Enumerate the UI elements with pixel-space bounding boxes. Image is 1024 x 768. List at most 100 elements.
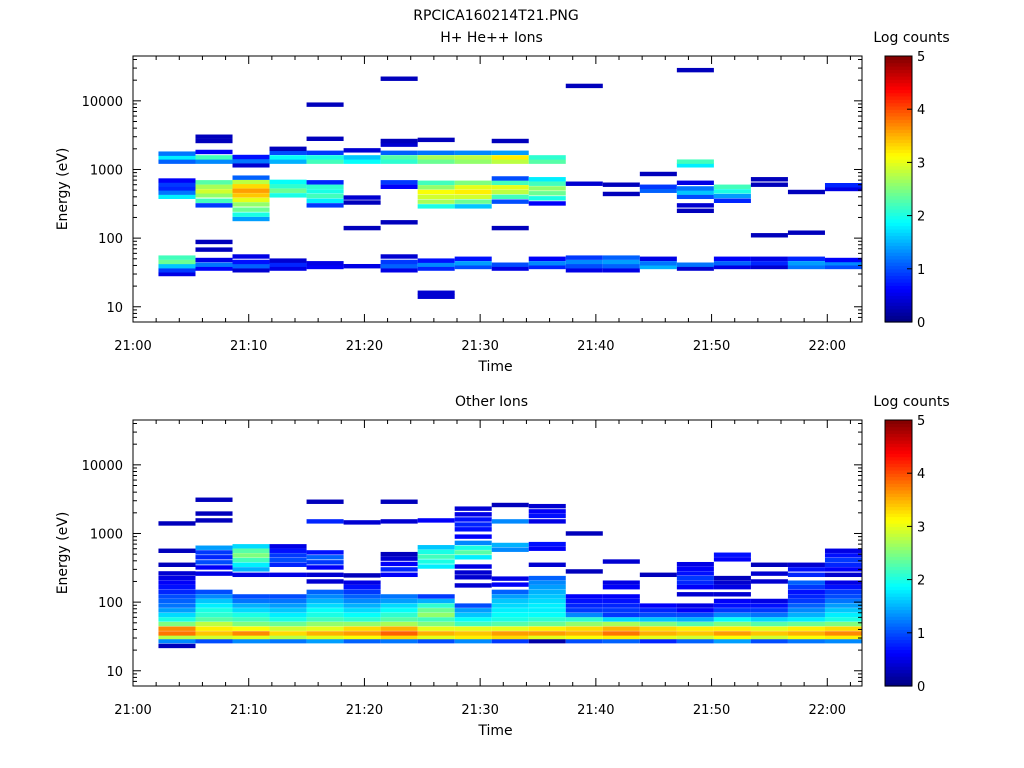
colorbar-segment [885,499,912,504]
colorbar-segment [885,258,912,263]
heatmap-cell [454,506,492,511]
heatmap-cell [824,562,862,567]
heatmap-cell [306,150,344,156]
heatmap-cell [602,584,640,590]
heatmap-cell [491,266,529,271]
heatmap-cell [232,603,270,608]
heatmap-cell [565,83,603,89]
heatmap-cell [343,638,381,644]
heatmap-cell [602,608,640,613]
heatmap-cell [380,594,418,599]
heatmap-cell [158,631,196,636]
heatmap-cell [269,193,307,198]
heatmap-cell [528,509,566,514]
heatmap-cell [639,612,677,618]
heatmap-cell [380,617,418,622]
heatmap-cell [676,592,714,597]
colorbar-segment [885,589,912,594]
heatmap-cell [787,626,825,631]
heatmap-cell [269,617,307,622]
heatmap-cell [713,189,751,194]
heatmap-cell [417,266,455,271]
heatmap-cell [454,194,492,200]
heatmap-cell [491,542,529,548]
heatmap-cell [713,598,751,604]
colorbar-segment [885,426,912,431]
y-tick-label: 1000 [90,163,123,178]
heatmap-cell [269,603,307,608]
colorbar-segment [885,202,912,207]
heatmap-cell [306,634,344,640]
heatmap-cell [602,603,640,608]
colorbar-segment [885,232,912,237]
heatmap-cell [306,589,344,595]
heatmap-cell [713,575,751,581]
colorbar-segment [885,629,912,634]
heatmap-cell [417,549,455,555]
colorbar-frame [884,55,913,323]
heatmap-cell [602,631,640,636]
colorbar-segment [885,208,912,213]
heatmap-cell [380,561,418,567]
heatmap-cell [676,266,714,271]
heatmap-cell [269,146,307,152]
colorbar-segment [885,119,912,124]
heatmap-cell [343,584,381,590]
heatmap-cell [676,186,714,191]
heatmap-cell [417,290,455,295]
heatmap-cell [676,571,714,576]
heatmap-cell [158,562,196,567]
heatmap-cell [824,608,862,613]
colorbar-segment [885,102,912,107]
heatmap-cell [195,555,233,560]
heatmap-cell [639,617,677,622]
heatmap-cell [528,264,566,270]
heatmap-cell [528,598,566,604]
colorbar-segment [885,602,912,607]
heatmap-cell [454,256,492,261]
heatmap-cell [787,603,825,608]
heatmap-cell [824,580,862,585]
colorbar-segment [885,642,912,647]
colorbar-segment [885,185,912,190]
colorbar-segment [885,433,912,438]
colorbar-segment [885,562,912,567]
colorbar-segment [885,446,912,451]
heatmap-cell [528,575,566,581]
heatmap-cell [454,612,492,618]
heatmap-cell [528,584,566,590]
heatmap-cell [306,180,344,185]
y-tick-label: 10000 [82,95,123,110]
colorbar-segment [885,192,912,197]
heatmap-cell [454,634,492,640]
colorbar-segment [885,516,912,521]
heatmap-cell [639,188,677,193]
heatmap-cell [306,594,344,599]
heatmap-cell [380,254,418,259]
heatmap-cell [380,567,418,572]
colorbar-title: Log counts [873,394,949,410]
heatmap-cell [750,617,788,622]
colorbar-segment [885,626,912,631]
heatmap-cell [528,621,566,627]
x-tick-label: 22:00 [809,703,846,718]
heatmap-cell [158,621,196,627]
panel-title: H+ He++ Ions [440,30,543,46]
heatmap-cell [787,580,825,585]
heatmap-cell [306,560,344,565]
heatmap-cell [639,572,677,578]
heatmap-cell [306,572,344,578]
y-axis: 10 100 1000 10000 [82,59,862,323]
heatmap-cell [491,626,529,631]
heatmap-cell [454,261,492,266]
colorbar-segment [885,222,912,227]
colorbar-segment [885,672,912,677]
heatmap-cell [750,182,788,187]
colorbar-segment [885,606,912,611]
heatmap-cell [343,148,381,153]
x-tick-label: 21:00 [114,703,151,718]
heatmap-cell [343,634,381,640]
heatmap-cell [380,638,418,644]
colorbar-segment [885,75,912,80]
